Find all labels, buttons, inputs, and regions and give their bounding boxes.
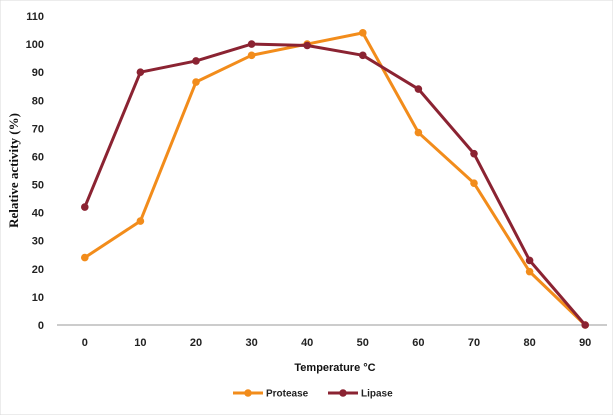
data-point bbox=[136, 217, 145, 225]
x-tick-label: 60 bbox=[412, 337, 424, 349]
x-tick-label: 50 bbox=[357, 337, 369, 349]
x-tick-label: 90 bbox=[579, 337, 591, 349]
y-tick-label: 10 bbox=[32, 292, 44, 304]
y-tick-label: 70 bbox=[32, 123, 44, 135]
x-tick-label: 20 bbox=[190, 337, 202, 349]
y-tick-label: 100 bbox=[26, 39, 44, 51]
y-tick-label: 90 bbox=[32, 67, 44, 79]
series-line bbox=[83, 31, 587, 327]
legend-item-protease: Protease bbox=[233, 389, 309, 400]
x-tick-label: 70 bbox=[468, 337, 480, 349]
data-point bbox=[247, 51, 256, 60]
x-tick-label: 30 bbox=[245, 337, 257, 349]
series-lipase bbox=[81, 40, 589, 329]
data-point bbox=[470, 149, 478, 158]
data-point bbox=[192, 57, 200, 65]
data-point bbox=[359, 51, 367, 60]
legend-label: Protease bbox=[266, 389, 309, 400]
data-point bbox=[525, 256, 534, 265]
data-point bbox=[414, 85, 423, 93]
legend-label: Lipase bbox=[361, 389, 393, 400]
data-point bbox=[136, 68, 145, 76]
data-point bbox=[581, 321, 589, 329]
x-tick-label: 80 bbox=[523, 337, 535, 349]
y-axis-title: Relative activity (%) bbox=[6, 113, 21, 228]
x-axis-title: Temperature °C bbox=[294, 362, 375, 374]
legend: Protease Lipase bbox=[233, 389, 393, 400]
y-tick-label: 30 bbox=[32, 236, 44, 248]
y-tick-label: 0 bbox=[38, 320, 44, 332]
legend-item-lipase: Lipase bbox=[328, 389, 393, 400]
data-point bbox=[470, 179, 478, 187]
y-axis: 0 10 20 30 40 50 60 70 80 90 100 110 bbox=[26, 11, 44, 332]
data-point bbox=[81, 203, 89, 211]
series-layer bbox=[81, 29, 589, 329]
y-tick-label: 20 bbox=[32, 264, 44, 276]
y-tick-label: 40 bbox=[32, 208, 44, 220]
series-protease bbox=[81, 29, 589, 329]
y-tick-label: 80 bbox=[32, 95, 44, 107]
y-tick-label: 110 bbox=[26, 11, 44, 23]
x-tick-label: 10 bbox=[134, 337, 146, 349]
data-point bbox=[414, 128, 423, 137]
data-point bbox=[247, 40, 256, 48]
x-tick-label: 0 bbox=[82, 337, 88, 349]
data-point bbox=[303, 41, 312, 50]
data-point bbox=[192, 78, 200, 86]
x-tick-label: 40 bbox=[301, 337, 313, 349]
data-point bbox=[359, 29, 367, 37]
y-tick-label: 50 bbox=[32, 180, 44, 192]
y-tick-label: 60 bbox=[32, 151, 44, 163]
legend-marker bbox=[339, 389, 347, 397]
legend-marker bbox=[244, 389, 252, 397]
x-axis: 0 10 20 30 40 50 60 70 80 90 bbox=[82, 337, 592, 349]
data-point bbox=[525, 267, 534, 276]
series-line bbox=[83, 42, 587, 326]
data-point bbox=[81, 253, 89, 262]
